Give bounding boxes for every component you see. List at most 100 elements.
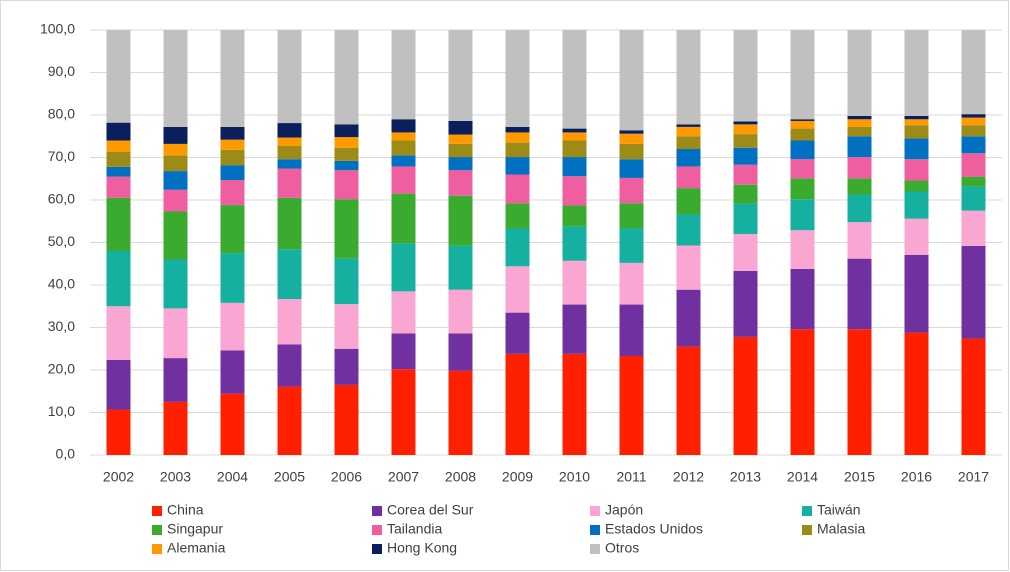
bar-segment [676,214,701,246]
x-tick-label: 2016 [901,469,932,485]
x-tick-label: 2015 [844,469,875,485]
bar-segment [163,30,188,127]
bar-segment [334,124,359,138]
bar-segment [904,138,929,160]
legend-label: Taiwán [817,502,861,518]
bar-segment [505,353,530,455]
bar-segment [220,165,245,181]
bar-segment [106,166,131,177]
legend-swatch [372,544,382,554]
bar-segment [733,234,758,271]
x-tick-label: 2002 [103,469,134,485]
bar-segment [505,174,530,204]
bar-segment [961,125,986,137]
bar-segment [847,258,872,330]
bar-segment [676,188,701,215]
bar-segment [904,115,929,120]
bar-segment [961,245,986,339]
bar-segment [961,176,986,187]
bar-segment [619,143,644,160]
bar-segment [676,245,701,290]
bar-segment [106,197,131,251]
legend-label: Malasia [817,521,865,537]
bar-segment [163,401,188,455]
bar-segment [277,159,302,169]
bar-segment [790,30,815,120]
bar-segment [505,132,530,143]
bar-segment [676,149,701,167]
bar-segment [334,199,359,259]
bar-segment [904,119,929,126]
bar-segment [505,142,530,158]
bar-segment [391,119,416,133]
bar-segment [847,115,872,120]
bar-segment [847,119,872,127]
bar-segment [277,137,302,147]
bar-segment [619,304,644,356]
x-tick-label: 2005 [274,469,305,485]
legend-swatch [372,525,382,535]
bar-segment [220,302,245,351]
bar-segment [961,210,986,246]
bar-segment [790,178,815,200]
bar-segment [847,157,872,179]
bar-segment [505,266,530,313]
bar-segment [163,189,188,212]
y-tick-label: 60,0 [48,191,75,207]
bar-segment [847,194,872,223]
x-tick-label: 2011 [616,469,646,485]
bar-segment [904,218,929,255]
bar-segment [448,30,473,121]
bar-segment [790,140,815,160]
bar-segment [619,228,644,263]
bar-segment [847,329,872,455]
bar-segment [562,226,587,261]
bar-segment [106,176,131,198]
bar-segment [334,384,359,455]
bar-segment [619,177,644,204]
legend-label: Hong Kong [387,540,457,556]
bar-segment [619,30,644,131]
bar-segment [505,30,530,127]
bar-segment [562,157,587,177]
bar-segment [220,205,245,254]
bar-segment [391,30,416,120]
bar-segment [163,171,188,190]
bar-segment [904,30,929,116]
bar-segment [448,195,473,246]
bar-segment [106,409,131,455]
bar-segment [847,222,872,259]
bar-segment [676,166,701,189]
bar-segment [334,258,359,305]
legend-swatch [152,544,162,554]
bar-segment [562,205,587,227]
bar-segment [904,191,929,219]
bar-segment [676,346,701,455]
bar-segment [733,336,758,455]
bar-segment [562,353,587,455]
bar-segment [961,30,986,115]
y-tick-label: 10,0 [48,403,75,419]
bar-segment [733,121,758,125]
x-tick-label: 2003 [160,469,191,485]
bar-segment [106,140,131,152]
bar-segment [163,143,188,156]
bar-segment [334,304,359,349]
bar-segment [733,203,758,234]
bar-segment [505,126,530,133]
bar-segment [904,159,929,181]
bar-segment [220,126,245,140]
bar-segment [334,170,359,200]
y-tick-label: 90,0 [48,63,75,79]
bar-segment [505,312,530,354]
bar-segment [619,133,644,144]
x-tick-label: 2004 [217,469,248,485]
legend-label: Alemania [167,540,226,556]
bar-segment [790,329,815,455]
bar-segment [277,249,302,300]
bar-segment [277,30,302,124]
bar-segment [904,254,929,333]
bar-segment [220,180,245,206]
y-tick-label: 30,0 [48,318,75,334]
legend-label: Tailandia [387,521,442,537]
